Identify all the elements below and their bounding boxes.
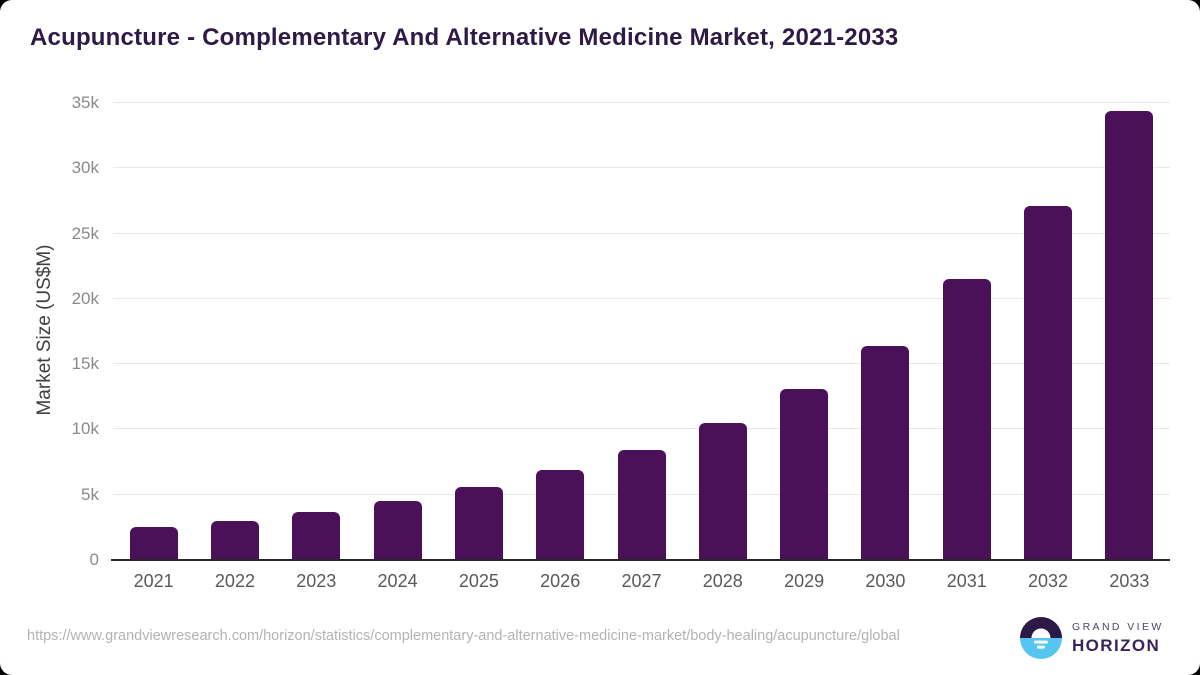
bar-2033[interactable] [1105,110,1154,560]
x-tick-label-2025: 2025 [458,571,499,591]
y-tick-label-10k: 10k [71,419,99,439]
y-axis-title: Market Size (US$M) [34,244,55,416]
x-tick-label-2022: 2022 [214,571,255,591]
y-tick-label-0: 0 [89,550,99,569]
y-tick-label-5k: 5k [81,484,99,504]
bar-2023[interactable] [292,511,341,560]
y-tick-label-30k: 30k [71,158,99,178]
bar-2032[interactable] [1024,206,1073,560]
gridline-15000 [113,363,1170,365]
gridline-35000 [113,102,1170,103]
gridline-10000 [113,428,1170,430]
source-url: https://www.grandviewresearch.com/horizo… [27,628,900,644]
x-axis-baseline [111,559,1170,561]
plot-area [113,102,1170,560]
x-tick-label-2031: 2031 [946,571,987,591]
bar-2027[interactable] [617,450,666,560]
bar-2025[interactable] [454,486,503,560]
y-tick-label-20k: 20k [71,288,99,308]
logo-brand-bottom: HORIZON [1072,635,1161,655]
x-tick-label-2028: 2028 [702,571,743,591]
x-tick-label-2030: 2030 [865,571,906,591]
bar-2029[interactable] [780,388,829,560]
x-tick-label-2024: 2024 [377,571,418,591]
bar-2021[interactable] [129,527,178,560]
grandview-horizon-logo: GRAND VIEW HORIZON [1020,617,1164,659]
bar-2026[interactable] [536,469,585,560]
x-tick-label-2027: 2027 [621,571,662,591]
x-tick-label-2023: 2023 [296,571,337,591]
bar-2031[interactable] [942,279,991,560]
x-tick-label-2026: 2026 [540,571,581,591]
bar-2028[interactable] [698,422,747,560]
bar-2030[interactable] [861,345,910,560]
y-tick-label-25k: 25k [71,223,99,243]
gridline-30000 [113,167,1170,169]
x-tick-label-2033: 2033 [1109,571,1150,591]
chart-title: Acupuncture - Complementary And Alternat… [30,24,899,51]
x-tick-label-2032: 2032 [1028,571,1069,591]
gridline-20000 [113,297,1170,299]
horizon-sun-over-water-icon [1020,617,1062,659]
x-tick-label-2029: 2029 [784,571,825,591]
logo-wordmark: GRAND VIEW HORIZON [1072,621,1164,656]
logo-brand-top: GRAND VIEW [1072,620,1164,633]
gridline-25000 [113,232,1170,234]
bar-2024[interactable] [373,501,422,560]
x-tick-label-2021: 2021 [133,571,174,591]
bar-2022[interactable] [210,520,259,560]
y-tick-label-35k: 35k [71,93,99,112]
y-tick-label-15k: 15k [71,354,99,374]
